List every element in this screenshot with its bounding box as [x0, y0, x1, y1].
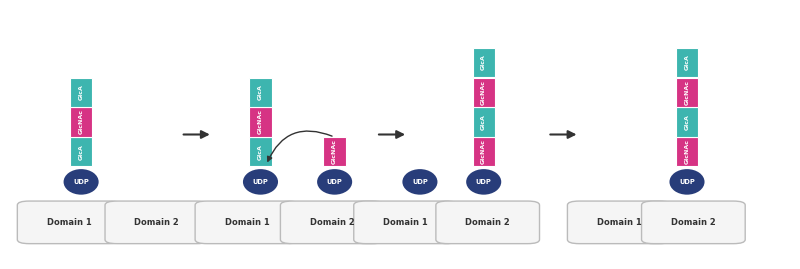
FancyBboxPatch shape [105, 201, 209, 244]
FancyBboxPatch shape [676, 48, 698, 77]
Ellipse shape [466, 169, 502, 195]
Text: UDP: UDP [253, 179, 268, 185]
Text: UDP: UDP [74, 179, 89, 185]
Text: Domain 1: Domain 1 [597, 218, 642, 227]
Text: GlcNAc: GlcNAc [258, 109, 263, 134]
Text: GlcA: GlcA [258, 144, 263, 160]
FancyBboxPatch shape [436, 201, 539, 244]
Text: Domain 1: Domain 1 [383, 218, 428, 227]
FancyBboxPatch shape [354, 201, 458, 244]
Text: UDP: UDP [326, 179, 342, 185]
Text: Domain 2: Domain 2 [310, 218, 354, 227]
FancyBboxPatch shape [473, 48, 495, 77]
FancyBboxPatch shape [70, 77, 92, 107]
Text: GlcNAc: GlcNAc [78, 109, 84, 134]
FancyBboxPatch shape [642, 201, 745, 244]
Text: GlcA: GlcA [482, 54, 486, 70]
FancyBboxPatch shape [473, 137, 495, 167]
Text: GlcA: GlcA [685, 114, 690, 130]
Text: Domain 1: Domain 1 [46, 218, 91, 227]
FancyBboxPatch shape [70, 107, 92, 137]
Ellipse shape [63, 169, 98, 195]
Text: Domain 2: Domain 2 [671, 218, 716, 227]
FancyBboxPatch shape [250, 137, 272, 167]
Ellipse shape [243, 169, 278, 195]
Text: Domain 2: Domain 2 [134, 218, 179, 227]
Text: GlcA: GlcA [258, 84, 263, 100]
Text: GlcNAc: GlcNAc [685, 80, 690, 105]
Text: GlcA: GlcA [78, 144, 84, 160]
Ellipse shape [317, 169, 352, 195]
Ellipse shape [402, 169, 438, 195]
FancyBboxPatch shape [473, 107, 495, 137]
Text: GlcNAc: GlcNAc [482, 139, 486, 164]
Text: UDP: UDP [679, 179, 695, 185]
FancyBboxPatch shape [281, 201, 384, 244]
FancyBboxPatch shape [70, 137, 92, 167]
FancyBboxPatch shape [567, 201, 671, 244]
Text: Domain 2: Domain 2 [466, 218, 510, 227]
FancyBboxPatch shape [676, 137, 698, 167]
Text: UDP: UDP [412, 179, 428, 185]
Text: Domain 1: Domain 1 [225, 218, 270, 227]
Text: GlcNAc: GlcNAc [685, 139, 690, 164]
FancyBboxPatch shape [18, 201, 121, 244]
Text: GlcA: GlcA [78, 84, 84, 100]
Text: GlcA: GlcA [482, 114, 486, 130]
Ellipse shape [670, 169, 705, 195]
FancyBboxPatch shape [676, 77, 698, 107]
Text: GlcNAc: GlcNAc [332, 139, 337, 164]
FancyBboxPatch shape [250, 107, 272, 137]
FancyBboxPatch shape [323, 137, 346, 167]
Text: GlcNAc: GlcNAc [482, 80, 486, 105]
FancyBboxPatch shape [250, 77, 272, 107]
Text: GlcA: GlcA [685, 54, 690, 70]
FancyBboxPatch shape [473, 77, 495, 107]
Text: UDP: UDP [476, 179, 491, 185]
FancyBboxPatch shape [676, 107, 698, 137]
FancyBboxPatch shape [195, 201, 298, 244]
